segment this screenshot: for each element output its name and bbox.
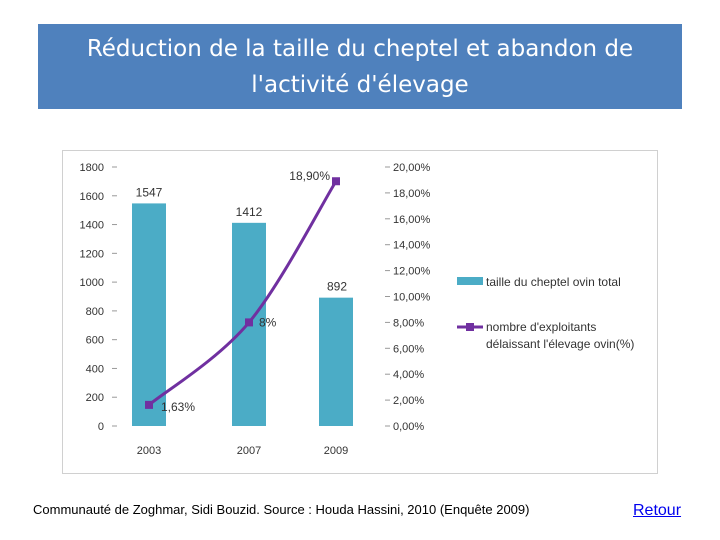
line-point-marker bbox=[145, 400, 153, 409]
legend-label-bar: taille du cheptel ovin total bbox=[486, 275, 621, 289]
y-left-tick-label: 400 bbox=[86, 363, 104, 375]
y-left-tick-label: 0 bbox=[98, 421, 104, 433]
x-tick-label: 2003 bbox=[137, 445, 161, 457]
chart-frame: 0 200 400 600 800 1000 1200 1400 1600 1800 0,00% 2,… bbox=[62, 150, 658, 474]
y-right-tick-label: 12,00% bbox=[393, 266, 431, 278]
x-tick-label: 2007 bbox=[237, 445, 261, 457]
line-data-label: 1,63% bbox=[161, 400, 195, 414]
combo-chart: 0 200 400 600 800 1000 1200 1400 1600 1800 0,00% 2,… bbox=[80, 162, 635, 457]
y-left-tick-label: 1600 bbox=[80, 191, 104, 203]
y-left-tick-label: 1000 bbox=[80, 277, 104, 289]
bar bbox=[319, 297, 353, 426]
bar-data-label: 1547 bbox=[136, 185, 163, 199]
line-point-marker bbox=[332, 177, 340, 186]
y-right-tick-label: 14,00% bbox=[393, 240, 431, 252]
y-right-tick-label: 16,00% bbox=[393, 214, 431, 226]
line-data-label: 8% bbox=[259, 315, 277, 329]
y-left-tick-label: 1200 bbox=[80, 248, 104, 260]
line-point-marker bbox=[245, 318, 253, 327]
y-right-tick-label: 10,00% bbox=[393, 292, 431, 304]
legend-swatch-marker bbox=[466, 323, 474, 331]
legend-label-line-1: nombre d'exploitants bbox=[486, 320, 596, 334]
legend-label-line-2: délaissant l'élevage ovin(%) bbox=[486, 337, 634, 351]
legend-swatch-bar bbox=[457, 277, 483, 285]
y-right-tick-label: 4,00% bbox=[393, 369, 424, 381]
y-right-tick-label: 8,00% bbox=[393, 317, 424, 329]
line-data-label: 18,90% bbox=[289, 169, 330, 183]
bar bbox=[132, 203, 166, 426]
bar-data-label: 1412 bbox=[236, 205, 263, 219]
y-right-tick-label: 0,00% bbox=[393, 421, 424, 433]
y-left-tick-label: 1400 bbox=[80, 220, 104, 232]
y-right-tick-label: 6,00% bbox=[393, 343, 424, 355]
y-left-tick-label: 800 bbox=[86, 306, 104, 318]
slide-title: Réduction de la taille du cheptel et aba… bbox=[86, 35, 634, 98]
y-left-tick-label: 200 bbox=[86, 392, 104, 404]
bar-data-label: 892 bbox=[327, 280, 347, 294]
y-right-tick-label: 18,00% bbox=[393, 188, 431, 200]
back-link[interactable]: Retour bbox=[633, 502, 682, 519]
y-left-tick-label: 600 bbox=[86, 335, 104, 347]
y-right-tick-label: 2,00% bbox=[393, 395, 424, 407]
y-left-tick-label: 1800 bbox=[80, 162, 104, 174]
source-caption: Communauté de Zoghmar, Sidi Bouzid. Sour… bbox=[33, 502, 530, 517]
slide-title-banner: Réduction de la taille du cheptel et aba… bbox=[38, 24, 682, 109]
x-tick-label: 2009 bbox=[324, 445, 348, 457]
y-right-tick-label: 20,00% bbox=[393, 162, 431, 174]
